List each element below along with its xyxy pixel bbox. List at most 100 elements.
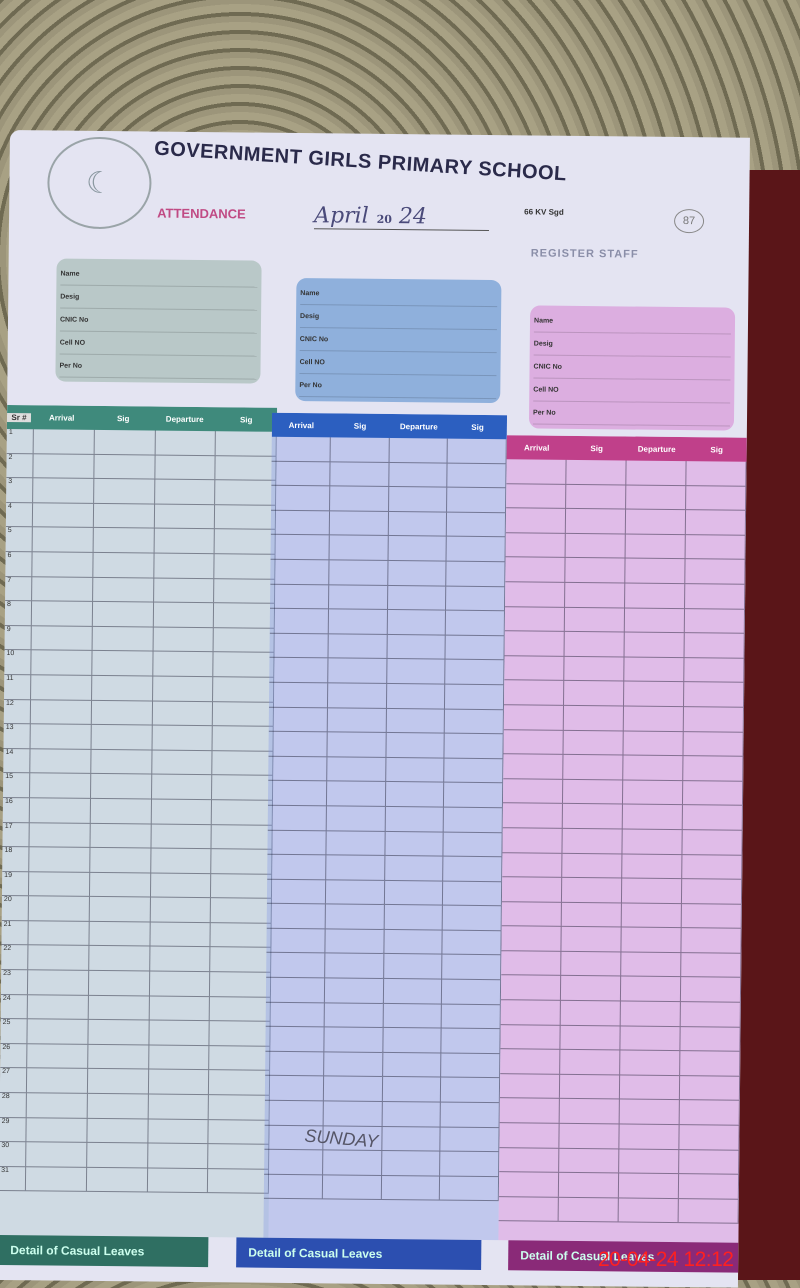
day-number: 17	[2, 822, 30, 847]
table-row	[499, 1147, 740, 1175]
table-row: 17	[2, 822, 273, 850]
table-row	[270, 559, 506, 587]
punjab-logo-icon: ☾	[46, 136, 152, 230]
table-row: 11	[4, 674, 275, 703]
field-value	[115, 274, 257, 275]
staff-field: Name	[60, 262, 258, 288]
table-row	[504, 631, 745, 659]
table-header: Arrival Sig Departure Sig	[506, 435, 747, 462]
table-row: 9	[4, 625, 275, 654]
table-row: 3	[6, 478, 277, 506]
staff-field: Cell NO	[533, 378, 731, 404]
field-label: CNIC No	[299, 335, 329, 343]
table-row	[500, 1049, 741, 1077]
table-row	[269, 608, 505, 636]
day-number: 26	[0, 1043, 28, 1068]
table-row: 28	[0, 1092, 270, 1121]
staff-field: CNIC No	[533, 355, 731, 381]
day-number: 6	[5, 551, 33, 576]
camera-timestamp: 20-04-24 12:12	[598, 1248, 734, 1271]
attendance-table-2: Arrival Sig Departure Sig SUNDAY	[263, 412, 508, 1241]
table-row	[501, 926, 742, 954]
col-sig2: Sig	[239, 414, 253, 425]
day-number: 28	[0, 1092, 27, 1117]
field-label: CNIC No	[533, 362, 562, 371]
school-subtitle: 66 KV Sgd	[524, 207, 564, 217]
field-label: Cell NO	[299, 358, 325, 366]
table-row	[504, 655, 745, 684]
table-row	[498, 1172, 740, 1200]
table-header: Arrival Sig Departure Sig	[271, 412, 508, 440]
field-value	[115, 297, 257, 298]
field-label: Desig	[533, 339, 553, 348]
table-row	[501, 951, 742, 979]
table-row	[506, 459, 747, 487]
table-row	[265, 1002, 501, 1030]
field-value	[355, 340, 497, 341]
table-row	[502, 803, 743, 831]
staff-field: Desig	[533, 332, 731, 358]
table-row: 16	[2, 797, 273, 826]
table-row: 6	[5, 551, 276, 580]
month-field: April 20 24	[313, 203, 490, 232]
col-departure: Departure	[399, 421, 438, 431]
year-suffix: 24	[398, 204, 428, 230]
staff-card-1: Name Desig CNIC No Cell NO Per No	[55, 258, 262, 384]
table-row	[264, 1076, 501, 1104]
table-row	[266, 953, 502, 981]
col-departure: Departure	[165, 414, 204, 424]
table-row: 25	[0, 1019, 271, 1047]
field-value	[115, 320, 257, 321]
day-number: 30	[0, 1142, 27, 1167]
table-row	[268, 707, 504, 735]
day-number: 31	[0, 1166, 27, 1191]
day-number: 5	[5, 527, 33, 552]
table-row: 4	[5, 502, 277, 531]
casual-leaves-header-1: Detail of Casual Leaves	[0, 1234, 209, 1268]
field-label: Per No	[59, 362, 83, 370]
col-sig2: Sig	[710, 444, 723, 454]
day-number: 29	[0, 1117, 27, 1142]
col-sig1: Sig	[353, 421, 367, 431]
table-row	[502, 778, 744, 807]
casual-leaves-header-2: Detail of Casual Leaves	[236, 1237, 482, 1270]
table-row	[269, 658, 505, 686]
table-row	[500, 975, 742, 1003]
field-value	[355, 294, 497, 295]
field-value	[589, 367, 731, 368]
table-row	[271, 485, 507, 513]
staff-field: Desig	[60, 285, 258, 311]
table-row	[264, 1125, 500, 1153]
day-number: 7	[5, 576, 33, 601]
col-sig2: Sig	[471, 422, 484, 432]
field-label: Cell NO	[533, 385, 559, 394]
field-value	[115, 366, 257, 367]
month-value: April	[313, 203, 369, 229]
register-page: ☾ GOVERNMENT GIRLS PRIMARY SCHOOL 66 KV …	[0, 130, 750, 1288]
day-number: 4	[5, 502, 34, 527]
staff-field: Name	[300, 282, 498, 308]
staff-field: Per No	[299, 374, 497, 400]
table-row	[265, 1051, 501, 1079]
table-row	[505, 557, 746, 585]
day-number: 8	[4, 601, 33, 626]
table-row	[502, 852, 743, 880]
col-arrival: Arrival	[49, 412, 75, 423]
table-row: 13	[3, 724, 274, 752]
field-label: CNIC No	[59, 316, 89, 324]
table-row	[271, 461, 507, 489]
table-row	[505, 532, 746, 561]
col-sig1: Sig	[116, 413, 130, 423]
col-sig1: Sig	[590, 443, 603, 453]
table-row	[501, 901, 742, 929]
table-row	[267, 781, 504, 809]
school-title: GOVERNMENT GIRLS PRIMARY SCHOOL	[153, 137, 568, 186]
table-row: 2	[6, 453, 277, 481]
staff-card-2: Name Desig CNIC No Cell NO Per No	[295, 278, 502, 404]
table-row	[506, 483, 747, 511]
table-row: 29	[0, 1117, 270, 1145]
day-number: 24	[0, 994, 28, 1019]
staff-field: Desig	[299, 305, 498, 331]
staff-field: Name	[533, 309, 732, 335]
staff-field: CNIC No	[59, 308, 258, 334]
